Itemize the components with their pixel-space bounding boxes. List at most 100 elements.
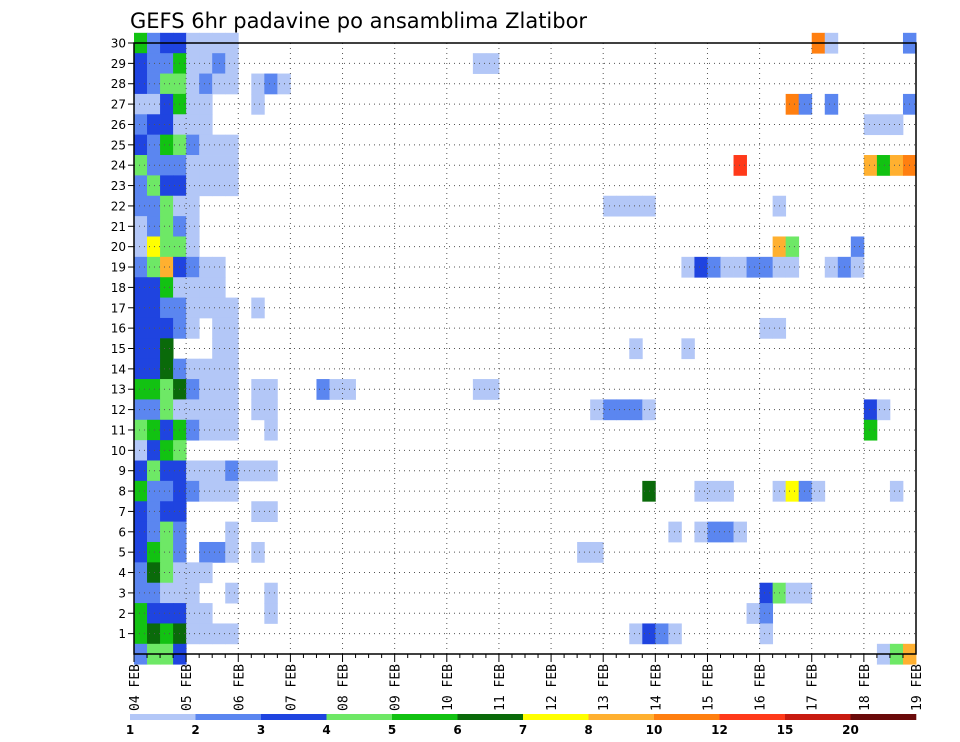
heatmap-cell [251,501,265,523]
y-tick-label: 8 [118,485,126,499]
y-tick-label: 25 [111,138,126,152]
heatmap-cell [616,399,630,421]
heatmap-cell [147,93,161,115]
heatmap-cell [212,256,226,278]
heatmap-cell [134,562,148,584]
heatmap-cell [863,155,878,176]
heatmap-cell [160,134,174,156]
heatmap-cell [212,134,226,156]
heatmap-cell [160,297,174,319]
heatmap-cell [863,114,878,136]
heatmap-cell [212,460,226,482]
heatmap-cell [629,338,643,360]
heatmap-cell [629,399,643,421]
y-tick-label: 21 [111,220,126,234]
heatmap-cell [212,399,226,421]
heatmap-cell [225,480,239,502]
heatmap-cell [186,623,200,645]
heatmap-cell [134,195,148,217]
x-tick-label: 11 FEB [493,664,508,711]
heatmap-cell [199,603,213,624]
colorbar-segment [457,714,524,720]
y-tick-label: 1 [118,627,126,641]
heatmap-cell [186,277,200,298]
colorbar-segment [523,714,589,720]
y-tick-label: 13 [111,383,126,397]
heatmap-cell [629,195,643,217]
heatmap-cell [212,317,226,339]
heatmap-cell [264,399,278,421]
colorbar-label: 5 [388,723,396,737]
heatmap-cell [199,379,213,400]
heatmap-cell [225,134,239,156]
heatmap-cell [785,236,800,258]
heatmap-cell [824,93,839,115]
heatmap-cell [720,480,734,502]
y-tick-label: 6 [118,525,126,539]
heatmap-cell [199,419,213,441]
heatmap-cell [668,521,682,543]
x-tick-label: 06 FEB [232,664,247,711]
heatmap-cell [186,379,200,400]
heatmap-cell [160,114,174,136]
heatmap-cell [147,256,161,278]
heatmap-cell [199,134,213,156]
heatmap-cell [225,623,239,645]
heatmap-cell [264,582,278,604]
heatmap-cell [264,603,278,624]
heatmap-cell [147,460,161,482]
x-tick-label: 13 FEB [597,664,612,711]
x-tick-label: 15 FEB [701,664,716,711]
heatmap-cell [134,379,148,400]
heatmap-cell [212,419,226,441]
y-tick-label: 17 [111,301,126,315]
heatmap-cell [225,521,239,543]
x-tick-label: 08 FEB [337,664,352,711]
colorbar-label: 10 [646,723,663,737]
heatmap-cell [160,562,174,584]
heatmap-cell [876,399,891,421]
y-tick-label: 24 [111,159,126,173]
heatmap-cell [160,440,174,461]
heatmap-cell [147,53,161,74]
heatmap-cell [134,93,148,115]
heatmap-cell [134,603,148,624]
colorbar-segment [850,714,917,720]
heatmap-cell [199,297,213,319]
heatmap-cell [147,541,161,563]
heatmap-cell [160,338,174,360]
heatmap-cell [655,623,669,645]
y-tick-label: 29 [111,57,126,71]
colorbar-label: 8 [584,723,592,737]
colorbar-label: 1 [126,723,134,737]
heatmap-cell [160,175,174,197]
heatmap-cell [134,419,148,441]
heatmap-cell [186,53,200,74]
heatmap-cell [186,603,200,624]
heatmap-cell [863,419,878,441]
x-tick-label: 18 FEB [858,664,873,711]
heatmap-cell [264,379,278,400]
heatmap-cell [785,93,800,115]
heatmap-cell [329,379,343,400]
y-tick-label: 16 [111,322,126,336]
y-tick-label: 11 [111,423,126,437]
heatmap-cell [160,53,174,74]
heatmap-cell [225,379,239,400]
heatmap-cell [147,358,161,380]
heatmap-cell [225,175,239,197]
heatmap-cell [186,175,200,197]
heatmap-cell [134,338,148,360]
heatmap-cell [889,480,904,502]
y-tick-label: 7 [118,505,126,519]
heatmap-cell [212,53,226,74]
heatmap-cell [694,256,708,278]
heatmap-cell [134,256,148,278]
heatmap-cell [225,460,239,482]
heatmap-cell [147,114,161,136]
heatmap-cell [720,256,734,278]
heatmap-cell [186,256,200,278]
colorbar-segment [392,714,458,720]
heatmap-cell [160,93,174,115]
